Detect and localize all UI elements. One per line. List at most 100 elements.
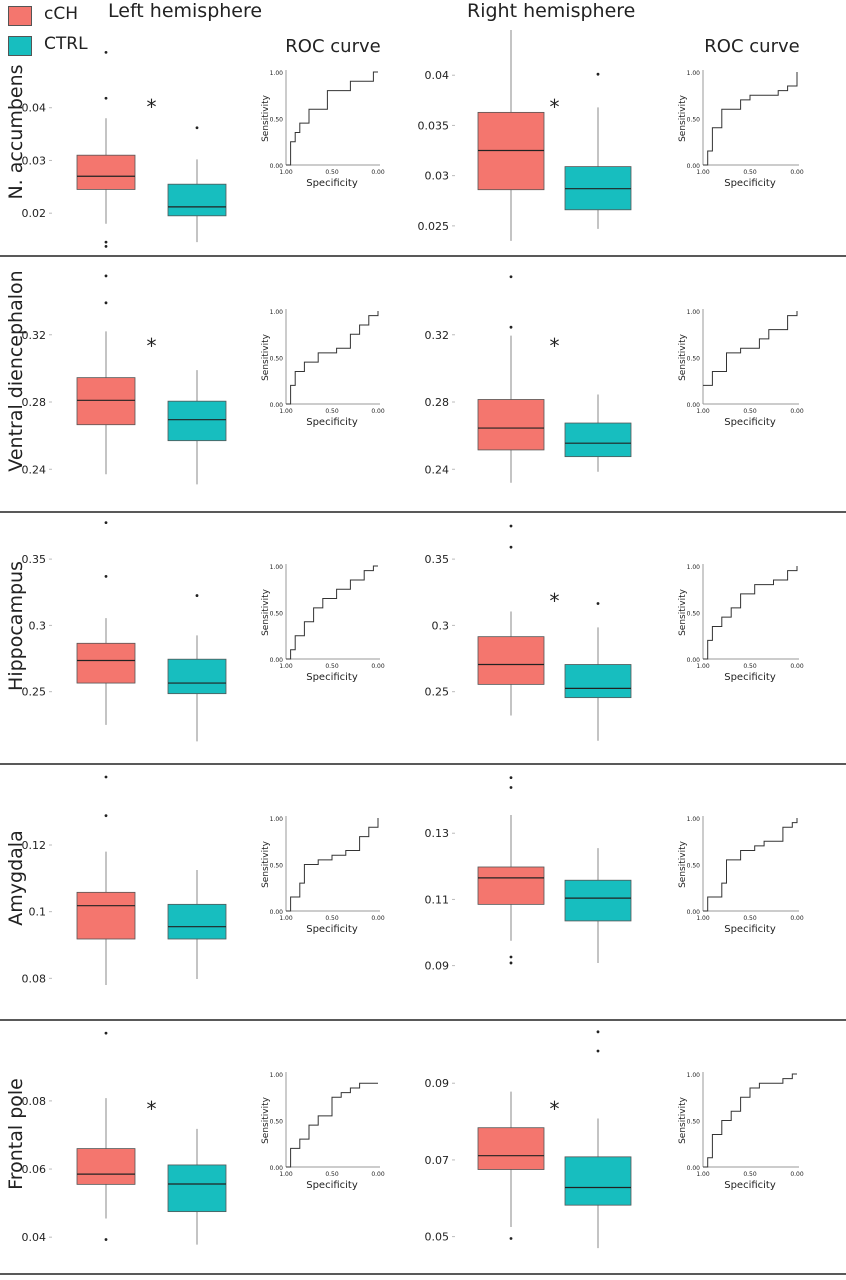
y-tick-label-hippocampus-left: 0.25	[22, 686, 47, 699]
roc-x-label-amygdala-left: Specificity	[306, 924, 358, 935]
y-tick-label-n-accumbens-left: 0.02	[22, 207, 47, 220]
outlier-point-cch-frontal-pole-left	[104, 1238, 108, 1241]
roc-y-tick-label-n-accumbens-right: 1.00	[687, 70, 701, 77]
outlier-point-cch-hippocampus-right	[509, 545, 513, 549]
box-cch-hippocampus-left	[76, 642, 136, 684]
roc-x-label-n-accumbens-right: Specificity	[724, 178, 776, 189]
roc-y-tick-label-hippocampus-left: 0.50	[270, 611, 284, 618]
outlier-point-cch-ventral-diencephalon-left	[104, 274, 108, 278]
outlier-point-cch-amygdala-right	[509, 955, 513, 959]
roc-x-tick-label-n-accumbens-left: 0.00	[371, 169, 385, 176]
y-tick-label-ventral-diencephalon-right: 0.28	[425, 396, 450, 409]
roc-x-tick-label-frontal-pole-right: 0.00	[790, 1171, 804, 1178]
box-ctrl-ventral-diencephalon-right	[564, 422, 632, 458]
y-tick-label-frontal-pole-left: 0.04	[22, 1231, 47, 1244]
roc-y-label-n-accumbens-right: Sensitivity	[678, 94, 688, 142]
box-cch-ventral-diencephalon-left	[76, 377, 136, 426]
outlier-point-ctrl-n-accumbens-right	[596, 72, 600, 76]
roc-curve-ventral-diencephalon-right	[703, 311, 798, 386]
legend-label-ctrl: CTRL	[44, 34, 88, 54]
y-tick-label-frontal-pole-right: 0.09	[425, 1077, 450, 1090]
y-tick-label-ventral-diencephalon-left: 0.28	[22, 396, 47, 409]
box-cch-amygdala-left	[76, 891, 136, 940]
roc-x-label-frontal-pole-left: Specificity	[306, 1180, 358, 1191]
y-tick-label-ventral-diencephalon-right: 0.24	[425, 463, 450, 476]
y-tick-label-amygdala-left: 0.12	[22, 839, 47, 852]
roc-curve-frontal-pole-right	[703, 1073, 797, 1168]
outlier-point-cch-n-accumbens-left	[104, 50, 108, 54]
roc-x-tick-label-n-accumbens-right: 0.50	[743, 169, 757, 176]
y-tick-label-frontal-pole-left: 0.08	[22, 1095, 47, 1108]
outlier-point-cch-hippocampus-right	[509, 524, 513, 528]
y-tick-label-amygdala-right: 0.09	[425, 960, 450, 973]
roc-x-tick-label-n-accumbens-right: 0.00	[790, 169, 804, 176]
y-tick-label-amygdala-left: 0.1	[29, 906, 47, 919]
roc-x-tick-label-hippocampus-left: 0.50	[325, 663, 339, 670]
roc-x-tick-label-amygdala-right: 1.00	[696, 915, 710, 922]
box-cch-frontal-pole-left	[76, 1148, 136, 1185]
legend-item-cch: cCH	[4, 4, 114, 28]
y-tick-label-hippocampus-right: 0.3	[432, 619, 450, 632]
roc-title-right: ROC curve	[704, 36, 799, 57]
roc-x-label-ventral-diencephalon-left: Specificity	[306, 417, 358, 428]
box-ctrl-amygdala-left	[167, 903, 227, 940]
roc-x-label-frontal-pole-right: Specificity	[724, 1180, 776, 1191]
roc-x-label-n-accumbens-left: Specificity	[306, 178, 358, 189]
outlier-point-ctrl-hippocampus-right	[596, 602, 600, 605]
roc-x-tick-label-ventral-diencephalon-right: 0.00	[790, 408, 804, 415]
region-label-ventral-diencephalon: Ventral diencephalon	[5, 270, 27, 471]
box-ctrl-ventral-diencephalon-left	[167, 400, 227, 442]
region-label-hippocampus: Hippocampus	[5, 561, 27, 691]
roc-curve-n-accumbens-right	[703, 72, 798, 166]
y-tick-label-frontal-pole-right: 0.05	[425, 1231, 450, 1244]
roc-x-tick-label-amygdala-right: 0.00	[790, 915, 804, 922]
roc-curve-frontal-pole-left	[286, 1082, 378, 1168]
roc-y-tick-label-frontal-pole-right: 0.50	[687, 1119, 701, 1126]
legend-swatch-ctrl	[8, 36, 32, 56]
roc-x-label-ventral-diencephalon-right: Specificity	[724, 417, 776, 428]
roc-curve-amygdala-left	[286, 818, 379, 912]
roc-y-tick-label-frontal-pole-right: 1.00	[687, 1072, 701, 1079]
box-cch-n-accumbens-left	[76, 154, 136, 190]
roc-y-tick-label-n-accumbens-left: 1.00	[270, 70, 284, 77]
y-tick-label-hippocampus-left: 0.35	[22, 553, 47, 566]
roc-y-tick-label-n-accumbens-right: 0.50	[687, 117, 701, 124]
y-tick-label-n-accumbens-right: 0.03	[425, 170, 450, 183]
region-label-frontal-pole: Frontal pole	[5, 1078, 27, 1190]
roc-y-tick-label-ventral-diencephalon-left: 0.50	[270, 356, 284, 363]
outlier-point-cch-ventral-diencephalon-left	[104, 301, 108, 305]
roc-y-tick-label-amygdala-left: 0.50	[270, 863, 284, 870]
left-hemisphere-heading: Left hemisphere	[108, 0, 263, 22]
roc-x-tick-label-amygdala-left: 1.00	[279, 915, 293, 922]
roc-y-tick-label-amygdala-left: 1.00	[270, 816, 284, 823]
roc-y-tick-label-frontal-pole-left: 0.00	[270, 1165, 284, 1172]
roc-y-tick-label-hippocampus-left: 1.00	[270, 564, 284, 571]
roc-y-tick-label-hippocampus-right: 1.00	[687, 564, 701, 571]
roc-y-tick-label-frontal-pole-right: 0.00	[687, 1165, 701, 1172]
outlier-point-cch-hippocampus-left	[104, 574, 108, 578]
box-ctrl-frontal-pole-right	[564, 1156, 632, 1206]
roc-x-tick-label-n-accumbens-left: 1.00	[279, 169, 293, 176]
roc-y-tick-label-ventral-diencephalon-left: 1.00	[270, 309, 284, 316]
roc-y-tick-label-hippocampus-right: 0.50	[687, 611, 701, 618]
box-ctrl-hippocampus-left	[167, 658, 227, 695]
y-tick-label-frontal-pole-right: 0.07	[425, 1154, 450, 1167]
roc-curve-amygdala-right	[703, 818, 798, 912]
box-ctrl-hippocampus-right	[564, 664, 632, 699]
legend-label-cch: cCH	[44, 4, 78, 24]
outlier-point-cch-amygdala-left	[104, 814, 108, 818]
outlier-point-cch-amygdala-right	[509, 776, 513, 780]
significance-marker-n-accumbens-right: *	[550, 95, 560, 119]
roc-x-tick-label-n-accumbens-left: 0.50	[325, 169, 339, 176]
significance-marker-ventral-diencephalon-right: *	[550, 334, 560, 358]
roc-y-label-frontal-pole-left: Sensitivity	[261, 1096, 271, 1144]
roc-y-tick-label-n-accumbens-left: 0.50	[270, 117, 284, 124]
y-tick-label-n-accumbens-right: 0.04	[425, 69, 450, 82]
roc-y-tick-label-amygdala-left: 0.00	[270, 909, 284, 916]
y-tick-label-hippocampus-right: 0.35	[425, 553, 450, 566]
box-cch-ventral-diencephalon-right	[477, 399, 545, 451]
roc-x-label-hippocampus-right: Specificity	[724, 672, 776, 683]
outlier-point-cch-amygdala-left	[104, 775, 108, 779]
significance-marker-ventral-diencephalon-left: *	[147, 334, 157, 358]
